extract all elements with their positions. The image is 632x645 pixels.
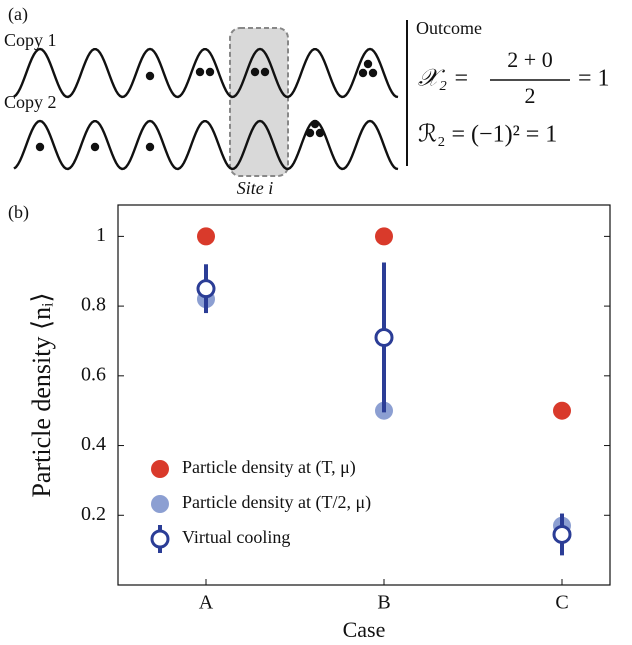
copy-label: Copy 1 xyxy=(4,30,57,50)
marker xyxy=(375,227,393,246)
particle xyxy=(145,142,155,152)
y-tick-label: 1 xyxy=(96,224,106,246)
plot-frame xyxy=(117,204,611,586)
particle xyxy=(195,67,205,77)
equation-numerator: 2 + 0 xyxy=(507,47,552,72)
particle xyxy=(315,128,325,138)
copy-label: Copy 2 xyxy=(4,92,57,112)
panel-label: (b) xyxy=(8,202,29,223)
panel-label: (a) xyxy=(8,4,28,25)
legend-label: Particle density at (T/2, μ) xyxy=(182,492,371,513)
potential-wave xyxy=(13,47,399,99)
legend-swatch xyxy=(151,495,169,513)
legend-label: Virtual cooling xyxy=(182,527,290,547)
particle xyxy=(260,67,270,77)
marker xyxy=(552,524,572,544)
particle xyxy=(145,71,155,81)
particle xyxy=(358,68,368,78)
particle xyxy=(205,67,215,77)
marker xyxy=(197,227,215,246)
legend-swatch xyxy=(151,460,169,478)
particle xyxy=(363,59,373,69)
particle xyxy=(305,128,315,138)
site-label: Site i xyxy=(237,178,274,198)
y-axis-label: Particle density ⟨nᵢ⟩ xyxy=(27,292,56,497)
equation: ℛ₂ = (−1)² = 1 xyxy=(418,122,557,148)
y-tick-label: 0.8 xyxy=(81,294,106,316)
particle xyxy=(35,142,45,152)
x-tick-label: B xyxy=(377,592,390,614)
particle xyxy=(310,119,320,129)
equation-denominator: 2 xyxy=(525,83,536,108)
marker xyxy=(196,279,216,299)
particle xyxy=(250,67,260,77)
particle xyxy=(368,68,378,78)
outcome-title: Outcome xyxy=(416,18,482,38)
lattice xyxy=(13,47,399,171)
potential-wave xyxy=(13,119,399,171)
y-tick-label: 0.4 xyxy=(81,433,106,455)
y-tick-label: 0.6 xyxy=(81,363,106,385)
x-tick-label: C xyxy=(555,592,568,614)
legend-label: Particle density at (T, μ) xyxy=(182,457,356,478)
particle xyxy=(90,142,100,152)
x-tick-label: A xyxy=(199,592,214,614)
equation-lhs: 𝒳₂ = xyxy=(418,66,469,92)
site-highlight xyxy=(229,27,289,177)
x-axis-label: Case xyxy=(343,617,386,642)
legend-swatch xyxy=(150,529,170,549)
y-tick-label: 0.2 xyxy=(81,503,106,525)
marker xyxy=(374,327,394,347)
marker xyxy=(553,401,571,420)
equation-rhs: = 1 xyxy=(578,66,610,92)
